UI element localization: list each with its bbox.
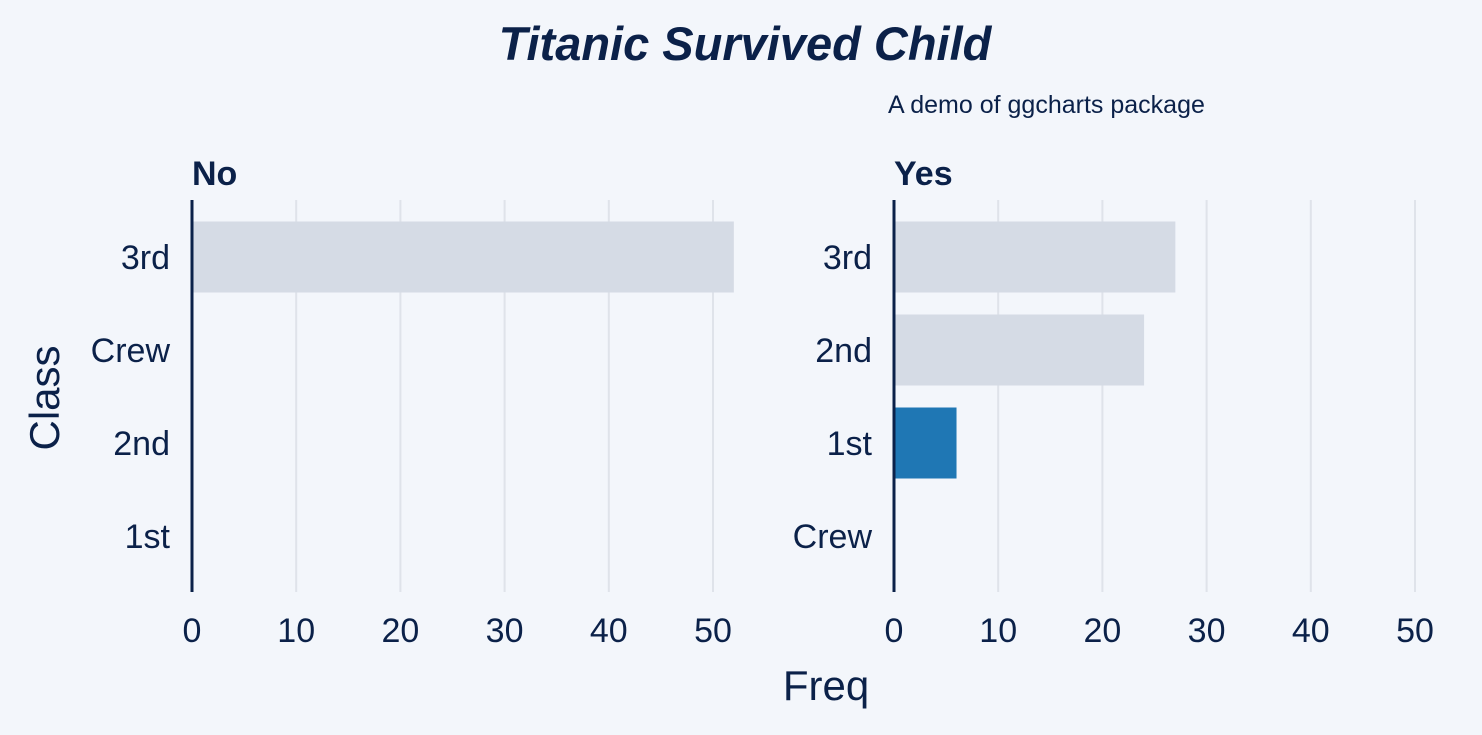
x-tick-label: 10: [979, 612, 1017, 650]
x-tick-label: 0: [885, 612, 904, 650]
y-tick-label: 1st: [125, 518, 171, 556]
x-tick-label: 30: [1188, 612, 1226, 650]
x-tick-label: 10: [277, 612, 315, 650]
x-tick-label: 50: [694, 612, 732, 650]
x-tick-label: 30: [486, 612, 524, 650]
x-tick-label: 50: [1396, 612, 1434, 650]
y-tick-label: 3rd: [121, 239, 170, 277]
y-tick-label: 2nd: [815, 332, 872, 370]
bar-3rd: [192, 221, 734, 293]
facet-panel-yes: Yes 3rd 2nd 1st Crew 0 10 20 30 40 50: [793, 155, 1434, 650]
y-axis-title: Class: [21, 345, 68, 450]
y-tick-label: Crew: [91, 332, 171, 370]
chart-subtitle: A demo of ggcharts package: [888, 91, 1205, 119]
x-tick-label: 40: [1292, 612, 1330, 650]
bar-3rd: [894, 221, 1176, 293]
facet-label: Yes: [894, 155, 953, 193]
x-tick-label: 20: [1083, 612, 1121, 650]
y-tick-label: Crew: [793, 518, 873, 556]
y-tick-label: 1st: [827, 425, 873, 463]
panels-layer: No 3rd Crew 2nd 1st 0 10 20 30 40 50 Yes 3rd 2nd 1st Cr…: [91, 155, 1434, 650]
facet-label: No: [192, 155, 237, 193]
x-axis-title: Freq: [783, 662, 869, 709]
x-tick-label: 20: [381, 612, 419, 650]
y-tick-label: 3rd: [823, 239, 872, 277]
x-tick-label: 0: [183, 612, 202, 650]
x-tick-label: 40: [590, 612, 628, 650]
bar-2nd: [894, 314, 1145, 386]
y-tick-label: 2nd: [113, 425, 170, 463]
facet-panel-no: No 3rd Crew 2nd 1st 0 10 20 30 40 50: [91, 155, 734, 650]
bar-1st: [894, 407, 957, 479]
chart-title: Titanic Survived Child: [499, 17, 993, 70]
